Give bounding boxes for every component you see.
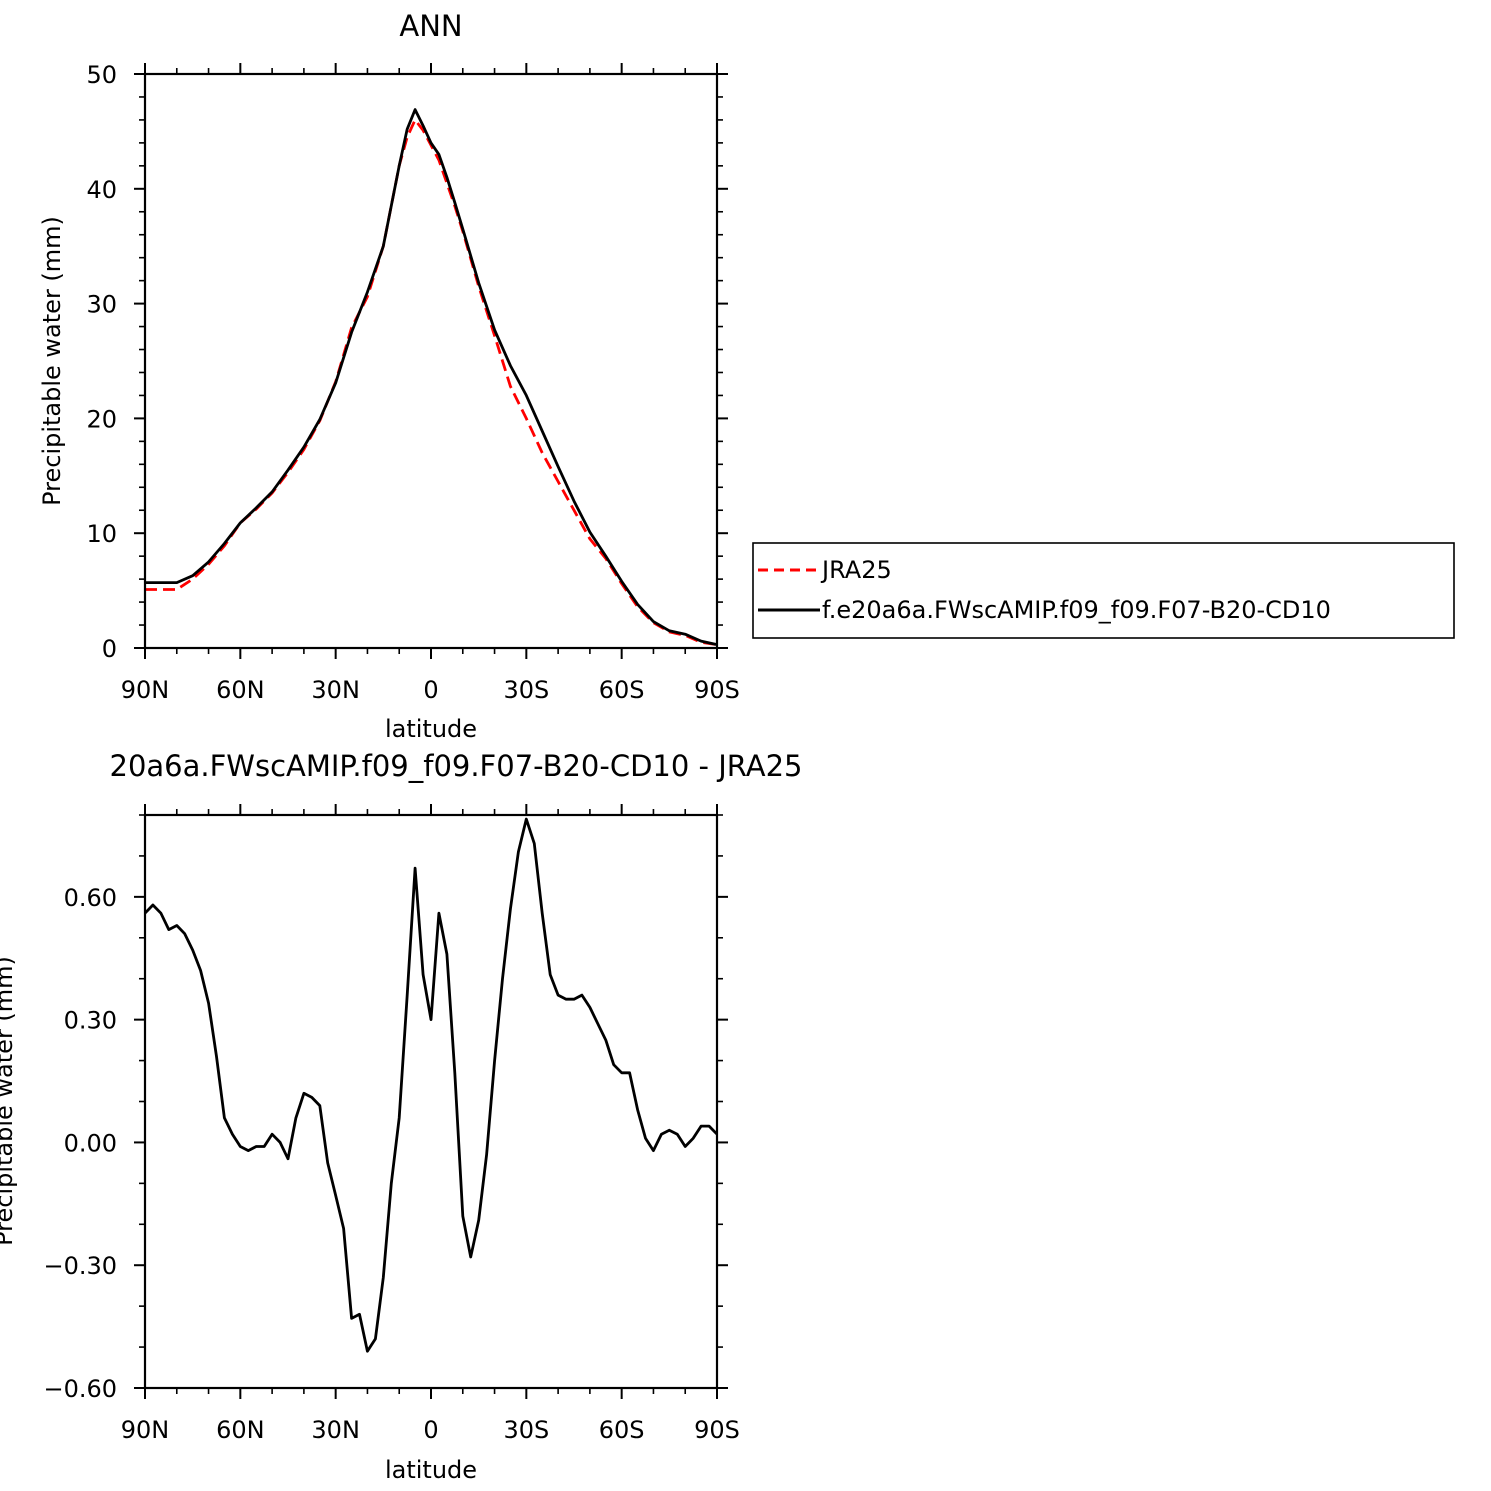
x-tick-label: 60S	[599, 1416, 645, 1444]
chart-title: ANN	[399, 9, 462, 43]
chart-title: 20a6a.FWscAMIP.f09_f09.F07-B20-CD10 - JR…	[110, 749, 803, 783]
x-tick-label: 60S	[599, 676, 645, 704]
chart-panel-top: ANN 90N 60N 30N 0 30S 60S 90S 0 10 20 30 40 50 latit…	[38, 9, 740, 743]
y-tick-label: 0.30	[64, 1007, 117, 1035]
legend-label-jra25: JRA25	[820, 556, 892, 584]
y-tick-label: 50	[86, 61, 117, 89]
y-tick-label: 0.00	[64, 1129, 117, 1157]
x-axis-label: latitude	[385, 715, 477, 743]
y-tick-label: 30	[86, 291, 117, 319]
series-line-jra25	[145, 118, 718, 646]
series-line-f-e20a6a-fwscamip-f09-f09-f07-b20-cd10	[145, 108, 718, 646]
x-tick-label: 30S	[503, 1416, 549, 1444]
y-tick-label: 10	[86, 520, 117, 548]
x-tick-label: 90S	[694, 676, 740, 704]
x-axis-label: latitude	[385, 1456, 477, 1484]
ticks: 90N 60N 30N 0 30S 60S 90S 0 10 20 30 40 50	[86, 61, 739, 704]
y-axis-label: Precipitable water (mm)	[0, 956, 18, 1246]
y-tick-label: −0.30	[43, 1252, 117, 1280]
legend: JRA25 f.e20a6a.FWscAMIP.f09_f09.F07-B20-…	[752, 542, 1455, 639]
plot-frame	[143, 813, 719, 1390]
legend-label-model: f.e20a6a.FWscAMIP.f09_f09.F07-B20-CD10	[822, 596, 1331, 624]
x-tick-label: 30N	[311, 1416, 360, 1444]
series-group	[145, 108, 718, 646]
x-tick-label: 90N	[121, 676, 170, 704]
y-tick-label: 0.60	[64, 884, 117, 912]
plot-frame	[143, 72, 719, 650]
y-tick-label: −0.60	[43, 1375, 117, 1403]
chart-panel-bottom: 20a6a.FWscAMIP.f09_f09.F07-B20-CD10 - JR…	[0, 749, 802, 1484]
x-tick-label: 90S	[694, 1416, 740, 1444]
series-line-difference	[143, 817, 719, 1353]
x-tick-label: 30S	[503, 676, 549, 704]
ticks: 90N 60N 30N 0 30S 60S 90S −0.60 −0.30 0.00 0.30 0.6…	[43, 804, 740, 1444]
series-group	[143, 817, 719, 1353]
legend-box	[752, 542, 1455, 639]
x-tick-label: 60N	[216, 676, 265, 704]
y-tick-label: 40	[86, 176, 117, 204]
x-tick-label: 30N	[311, 676, 360, 704]
x-tick-label: 90N	[121, 1416, 170, 1444]
x-tick-label: 0	[423, 676, 438, 704]
y-tick-label: 20	[86, 405, 117, 433]
x-tick-label: 60N	[216, 1416, 265, 1444]
y-axis-label: Precipitable water (mm)	[38, 216, 66, 506]
x-tick-label: 0	[423, 1416, 438, 1444]
y-tick-label: 0	[102, 635, 117, 663]
